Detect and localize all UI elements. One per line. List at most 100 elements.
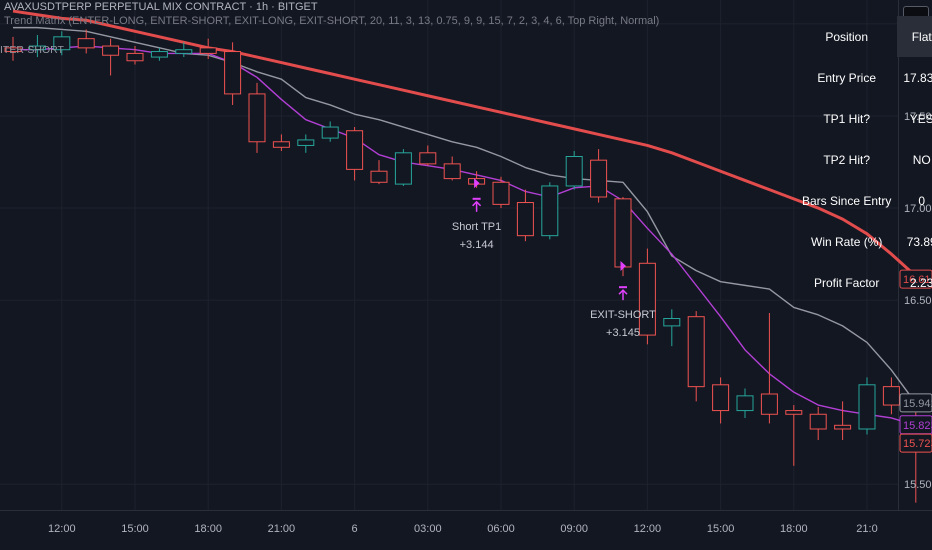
candle-body [4,47,22,53]
stats-value: 2.23 [910,275,932,290]
candle-body [297,139,315,146]
candle-body [541,185,559,237]
candle-body [712,384,730,412]
stats-row: Profit Factor 2.23 [796,262,932,303]
candle [443,156,461,181]
signal-markers: Short TP1 +3.144 EXIT-SHORT +3.145 [452,178,656,339]
candle [638,248,656,345]
candle [858,377,876,435]
candle [687,311,705,402]
axes: 18.00017.50017.00016.50015.50012:0015:00… [48,19,932,535]
x-tick-label: 06:00 [487,523,515,535]
arrow-cap [472,197,481,200]
stats-table: Position Flat Entry Price 17.835 TP1 Hit? Y… [796,16,932,303]
candle-body [28,45,46,51]
candle [272,134,290,151]
previous-signal-label: ITER-SHORT [0,44,64,56]
candle-body [346,130,364,170]
candle [565,150,583,190]
price-label-text: 15.723 [903,438,932,450]
candle-body [614,198,632,268]
candle [28,34,46,58]
stats-label: Entry Price [817,70,877,85]
signal-annotation: Short TP1 +3.144 [452,178,501,251]
stats-value: YES [909,111,932,126]
candle-body [516,202,534,237]
candle [4,36,22,61]
candle [102,38,120,76]
candle-body [687,316,705,388]
x-tick-label: 12:00 [48,523,76,535]
candle [760,312,778,424]
x-tick-label: 18:00 [194,523,222,535]
moving-average-lines [12,9,917,426]
up-arrow-icon [618,289,628,295]
candle [419,145,437,166]
candle [321,121,339,142]
candle-body [126,52,144,62]
candle-body [882,386,900,406]
annotation-title: Short TP1 [452,221,501,233]
candle [199,38,217,59]
candle-body [443,163,461,180]
candle [785,405,803,466]
signal-annotation: EXIT-SHORT +3.145 [590,260,656,339]
annotation-title: EXIT-SHORT [590,309,656,321]
candle [150,47,168,61]
candle-body [321,126,339,139]
up-arrow-icon [472,200,482,207]
stats-value: NO [912,152,931,167]
arrow-cap [619,286,627,289]
candle [541,182,559,240]
candle [370,160,388,185]
candle [248,82,266,153]
stats-label: Win Rate (%) [811,234,883,249]
stats-label: Profit Factor [814,275,880,290]
candle-body [736,395,754,412]
candles [4,29,925,503]
x-tick-label: 21:00 [268,523,296,535]
price-labels: 16.614 15.942 15.823 15.723 [899,269,932,453]
candle-body [809,413,827,430]
candle-body [492,181,510,205]
stats-value: Flat [897,16,932,57]
price-label: 16.614 [899,269,932,289]
candle-body [590,159,608,198]
candle [175,42,193,58]
candle-body [150,51,168,58]
candle [834,401,852,441]
x-tick-label: 15:00 [121,523,149,535]
price-label-box [899,393,932,413]
annotation-value: +3.145 [606,327,640,339]
candle [614,197,632,277]
x-tick-label: 12:00 [634,523,662,535]
candle-body [370,170,388,183]
x-tick-label: 18:00 [780,523,808,535]
candle [492,176,510,209]
signal-marker-icon [620,260,626,271]
candle [126,46,144,65]
stats-value: 17.835 [903,70,932,85]
x-tick-label: 09:00 [560,523,588,535]
stats-row: Bars Since Entry 0 [796,180,932,221]
candle-body [760,393,778,415]
price-label: 15.823 [899,415,932,435]
candle [53,31,71,56]
candle-body [175,49,193,54]
stats-row: Win Rate (%) 73.89 [796,221,932,262]
ma-line-0 [12,9,917,278]
stats-label: TP2 Hit? [823,152,871,167]
candle-body [419,152,437,165]
indicator-legend[interactable]: Trend Matrix (ENTER-LONG, ENTER-SHORT, E… [4,15,660,27]
candle [736,388,754,418]
candle-body [77,38,95,49]
stats-label: Position [825,29,869,44]
price-label-box [899,433,932,453]
y-tick-label: 15.500 [904,479,932,491]
candle-body [834,424,852,430]
y-tick-label: 16.500 [904,295,932,307]
candle-body [224,51,242,95]
candle-body [638,262,656,336]
candle-body [394,152,412,185]
